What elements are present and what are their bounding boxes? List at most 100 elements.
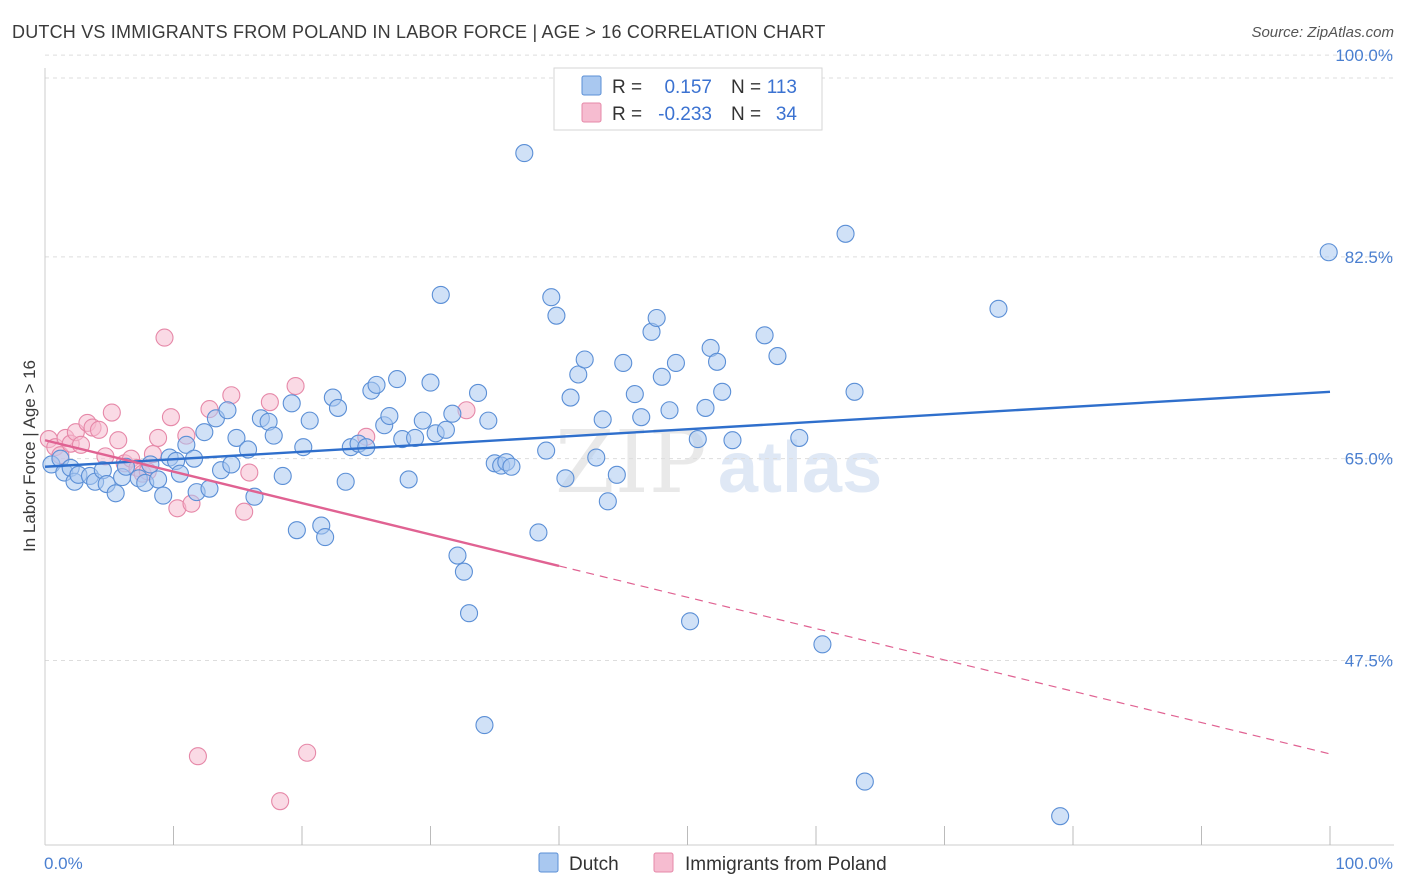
dutch-point [836,224,855,243]
dutch-point [989,299,1008,318]
dutch-point [388,370,407,389]
dutch-point [421,373,440,392]
dutch-point [1319,243,1338,262]
dutch-point [218,401,237,420]
dutch-point [569,365,588,384]
dutch-point [575,350,594,369]
x-tick-label-0: 0.0% [44,854,83,873]
dutch-series [42,144,1338,826]
legend-swatch-poland [581,102,602,123]
dutch-point [537,441,556,460]
dutch-point [681,612,700,631]
poland-point [271,792,290,811]
legend-r-label-poland: R = [612,104,642,125]
poland-point [102,403,121,422]
dutch-point [468,383,488,402]
dutch-point [443,404,462,423]
x-tick-label-100: 100.0% [1335,854,1393,873]
dutch-point [399,470,418,489]
dutch-point [459,604,479,623]
dutch-point [708,352,727,371]
dutch-point [660,401,679,420]
dutch-point [475,716,494,735]
dutch-point [768,346,787,366]
dutch-point [587,448,606,467]
poland-point [235,502,254,521]
legend-r-label-dutch: R = [612,77,642,98]
poland-point [89,420,109,439]
dutch-point [431,285,450,304]
legend-n-label-poland: N = [731,104,761,125]
dutch-point [406,428,425,447]
dutch-point [328,398,348,417]
dutch-point [300,411,319,430]
watermark-zip: ZIP [555,413,707,513]
legend-swatch-dutch [581,75,602,96]
poland-series [39,328,476,811]
dutch-point [598,492,617,511]
poland-point [222,386,241,405]
dutch-point [195,423,214,442]
dutch-point [515,144,534,163]
poland-point [260,393,279,412]
poland-point [286,376,305,396]
dutch-point [367,375,386,394]
dutch-point [1051,807,1070,826]
dutch-point [614,353,633,373]
trend-lines [44,390,1331,755]
dutch-point [454,562,473,581]
dutch-point [713,382,732,401]
y-tick-label-100: 100.0% [1335,46,1393,65]
dutch-point [282,394,301,413]
legend-r-value-poland: -0.233 [658,104,712,125]
poland-point [161,408,180,427]
dutch-point [413,411,432,430]
dutch-point [177,435,196,454]
poland-trend-line [44,439,560,568]
dutch-point [154,486,173,505]
dutch-point [666,353,685,373]
dutch-trend-line [44,390,1331,468]
series-legend: Dutch Immigrants from Poland [538,852,887,875]
dutch-point [448,546,467,565]
dutch-point [647,308,666,328]
poland-point [155,328,174,347]
dutch-point [227,428,246,447]
correlation-legend: R = 0.157 N = 113 R = -0.233 N = 34 [553,67,823,131]
dutch-point [529,523,548,542]
dutch-point [855,772,874,791]
dutch-point [696,398,715,417]
bottom-legend-swatch-dutch [538,852,559,873]
dutch-point [542,288,561,307]
dutch-point [561,388,580,407]
dutch-point [380,406,399,426]
dutch-point [273,466,292,486]
dutch-point [632,408,651,427]
dutch-point [845,382,864,401]
legend-n-value-poland: 34 [776,104,798,125]
dutch-point [264,426,283,445]
poland-point [298,743,317,762]
dutch-point [607,465,626,484]
chart-title: DUTCH VS IMMIGRANTS FROM POLAND IN LABOR… [12,22,826,42]
dutch-point [222,455,241,474]
dutch-point [316,528,335,547]
dutch-point [556,469,575,488]
bottom-legend-swatch-poland [653,852,674,873]
dutch-point [479,411,498,430]
dutch-point [336,472,355,491]
dutch-point [790,428,809,447]
dutch-point [547,306,566,325]
dutch-point [436,420,455,439]
dutch-point [688,430,707,449]
source-label: Source: ZipAtlas.com [1251,24,1394,41]
dutch-point [813,635,832,654]
dutch-point [593,410,612,429]
dutch-point [625,385,644,404]
x-ticks [173,826,1331,845]
y-axis-label: In Labor Force | Age > 16 [20,360,39,552]
dutch-point [755,326,774,345]
y-tick-labels: 47.5% 65.0% 82.5% 100.0% [1335,46,1393,670]
legend-r-value-dutch: 0.157 [664,77,712,98]
